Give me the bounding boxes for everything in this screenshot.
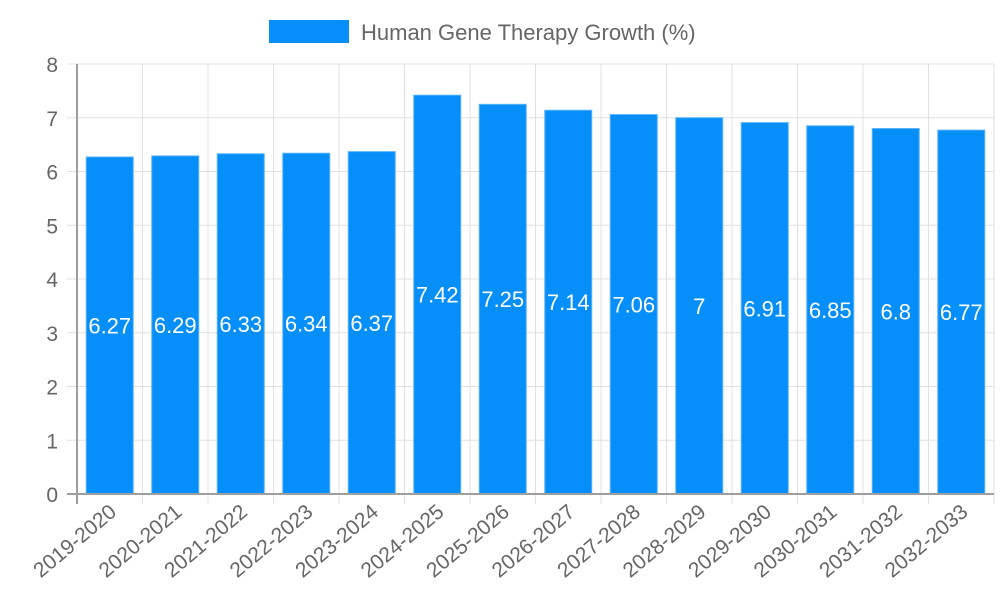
legend-label: Human Gene Therapy Growth (%) [361, 20, 696, 45]
bar-value-label: 6.29 [154, 313, 197, 338]
bar-value-label: 6.34 [285, 312, 328, 337]
bar-value-label: 7.25 [481, 287, 524, 312]
axes [67, 64, 994, 504]
bar-value-label: 6.91 [743, 296, 786, 321]
x-axis-ticks: 2019-20202020-20212021-20222022-20232023… [29, 500, 972, 582]
bar-2020-2021[interactable] [151, 155, 200, 495]
bar-value-labels: 6.27 6.29 6.33 6.34 6.37 7.42 7.25 7.14 7.06 7 6.9… [88, 283, 982, 339]
bar-2027-2028[interactable] [609, 114, 658, 495]
bar-2025-2026[interactable] [478, 103, 527, 495]
y-tick-label: 6 [46, 162, 58, 185]
grid-lines [67, 63, 995, 504]
bar-2029-2030[interactable] [740, 122, 789, 495]
y-tick-label: 0 [46, 484, 58, 507]
bar-2030-2031[interactable] [806, 125, 855, 495]
y-tick-label: 3 [46, 323, 58, 346]
bar-2022-2023[interactable] [282, 152, 331, 495]
y-axis-ticks: 0 1 2 3 4 5 6 7 8 [46, 54, 58, 507]
bar-2023-2024[interactable] [347, 151, 396, 495]
y-tick-label: 2 [46, 377, 58, 400]
y-tick-label: 8 [46, 54, 58, 77]
bar-2024-2025[interactable] [413, 94, 462, 495]
bar-2032-2033[interactable] [937, 129, 986, 495]
bar-value-label: 6.77 [940, 300, 983, 325]
bar-value-label: 7.14 [547, 290, 590, 315]
bar-value-label: 6.37 [350, 311, 393, 336]
bar-2019-2020[interactable] [85, 156, 134, 495]
y-tick-label: 4 [46, 269, 58, 292]
bar-value-label: 6.85 [809, 298, 852, 323]
bar-value-label: 7.42 [416, 283, 459, 308]
y-tick-label: 7 [46, 108, 58, 131]
bar-2031-2032[interactable] [871, 128, 920, 495]
bar-value-label: 7 [693, 294, 705, 319]
bar-series [85, 94, 986, 495]
bar-value-label: 7.06 [612, 292, 655, 317]
bar-value-label: 6.27 [88, 313, 131, 338]
legend-swatch [269, 20, 349, 43]
bar-value-label: 6.8 [880, 299, 911, 324]
y-tick-label: 1 [46, 430, 58, 453]
bar-2026-2027[interactable] [544, 109, 593, 495]
bar-2028-2029[interactable] [675, 117, 724, 495]
bar-value-label: 6.33 [219, 312, 262, 337]
chart-legend[interactable]: Human Gene Therapy Growth (%) [269, 20, 696, 45]
bar-2021-2022[interactable] [216, 153, 265, 495]
y-tick-label: 5 [46, 215, 58, 238]
